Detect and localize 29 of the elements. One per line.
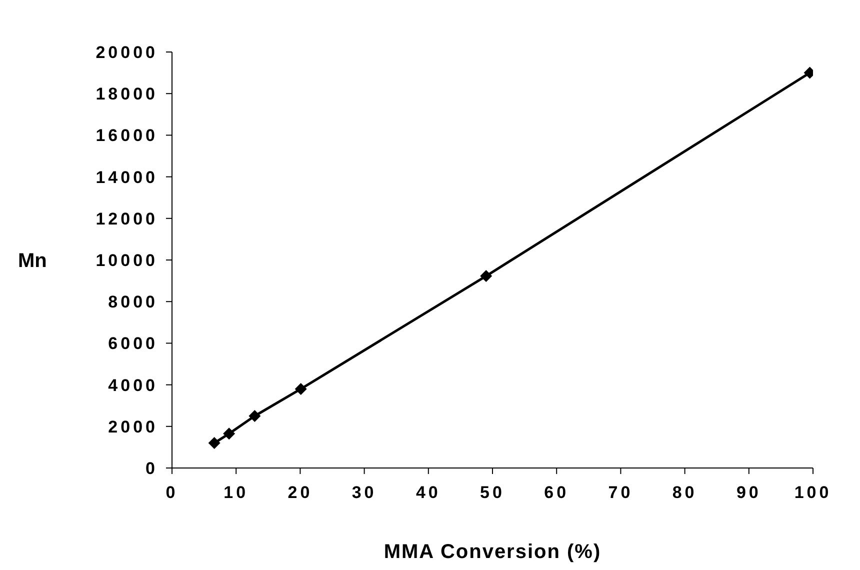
x-tick-label: 70 <box>608 483 634 502</box>
point <box>248 410 261 422</box>
x-axis-title: MMA Conversion (%) <box>384 541 602 563</box>
y-tick-label: 18000 <box>96 84 158 104</box>
y-tick-label: 8000 <box>108 292 158 312</box>
x-tick-label: 100 <box>794 483 832 502</box>
y-tick-label: 16000 <box>96 126 158 146</box>
point <box>223 428 236 440</box>
y-tick-label: 10000 <box>96 251 158 270</box>
x-tick-label: 50 <box>480 483 505 502</box>
point <box>480 270 492 282</box>
point <box>294 382 307 395</box>
y-tick-label: 12000 <box>96 209 158 228</box>
y-tick-label: 14000 <box>96 168 158 187</box>
y-tick-label: 0 <box>146 459 158 478</box>
x-tick-label: 90 <box>736 483 762 502</box>
x-tick-label: 0 <box>166 483 178 502</box>
point <box>208 437 220 450</box>
x-tick-label: 10 <box>224 483 249 502</box>
y-tick-label: 20000 <box>96 43 158 62</box>
x-tick-label: 20 <box>288 483 313 502</box>
y-tick-label: 2000 <box>108 417 158 436</box>
y-tick-label: 4000 <box>108 376 158 395</box>
y-tick-label: 6000 <box>108 334 158 354</box>
x-tick-label: 40 <box>416 483 441 502</box>
x-tick-label: 30 <box>352 483 377 502</box>
x-tick-label: 80 <box>672 483 698 502</box>
y-axis-title: Mn <box>18 250 47 272</box>
x-tick-label: 60 <box>544 483 570 502</box>
